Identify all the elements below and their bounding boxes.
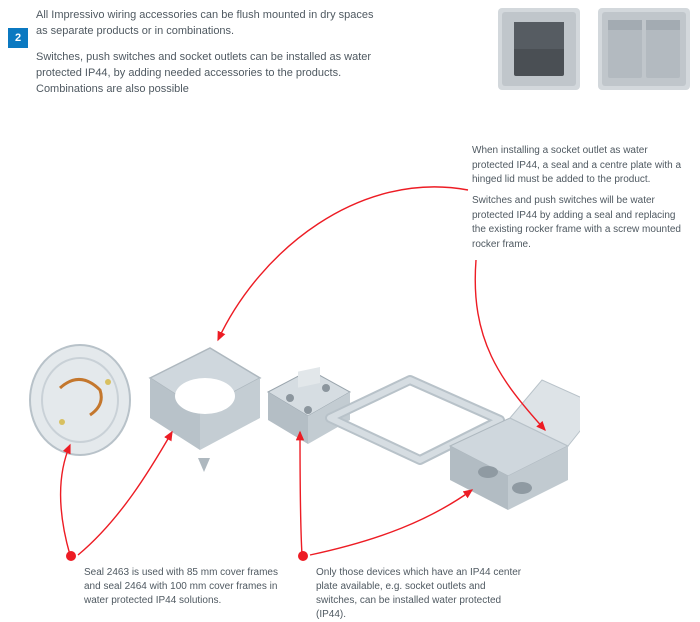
- product-thumb-socket: [596, 6, 692, 92]
- intro-paragraph-1: All Impressivo wiring accessories can be…: [36, 8, 376, 40]
- annotation-paragraph-2: Switches and push switches will be water…: [472, 194, 684, 252]
- part-round-seal: [30, 345, 130, 455]
- caption-right: Only those devices which have an IP44 ce…: [316, 566, 526, 622]
- product-thumb-switch: [496, 6, 582, 92]
- page-number-badge: 2: [8, 28, 28, 48]
- part-mounting-ring: [150, 348, 260, 472]
- intro-paragraph-2: Switches, push switches and socket outle…: [36, 50, 376, 98]
- exploded-diagram: [20, 300, 580, 530]
- caption-left: Seal 2463 is used with 85 mm cover frame…: [84, 566, 284, 608]
- part-socket-lid: [450, 380, 580, 510]
- callout-dot-left: [66, 551, 76, 561]
- annotation-paragraph-1: When installing a socket outlet as water…: [472, 144, 684, 188]
- part-switch-mechanism: [268, 367, 350, 444]
- callout-dot-right: [298, 551, 308, 561]
